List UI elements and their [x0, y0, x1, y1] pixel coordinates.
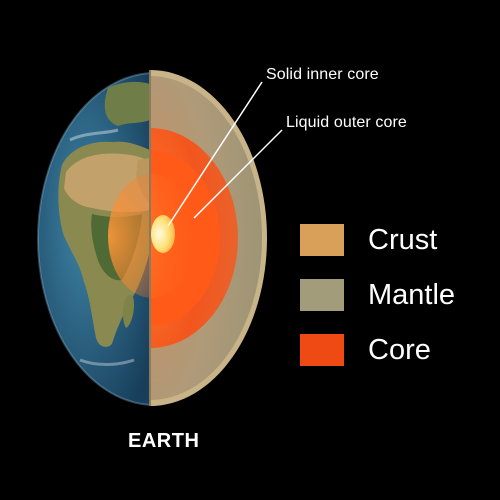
outer-core-callout: Liquid outer core [286, 114, 407, 131]
legend-label-mantle: Mantle [368, 279, 456, 311]
earth-label: EARTH [128, 430, 200, 452]
legend-label-core: Core [368, 334, 431, 366]
legend-item-crust: Crust [300, 222, 490, 258]
madagascar-landmass [123, 294, 134, 328]
europe-landmass [104, 81, 150, 126]
outer-core-pointer [193, 129, 283, 219]
legend-swatch-core [300, 334, 344, 366]
legend-label-crust: Crust [368, 224, 438, 256]
legend-item-core: Core [300, 332, 490, 368]
inner-core-callout: Solid inner core [266, 66, 379, 83]
legend-swatch-crust [300, 224, 344, 256]
cross-section [108, 70, 267, 406]
legend-item-mantle: Mantle [300, 277, 490, 313]
inner-core-pointer [167, 81, 263, 227]
legend-swatch-mantle [300, 279, 344, 311]
